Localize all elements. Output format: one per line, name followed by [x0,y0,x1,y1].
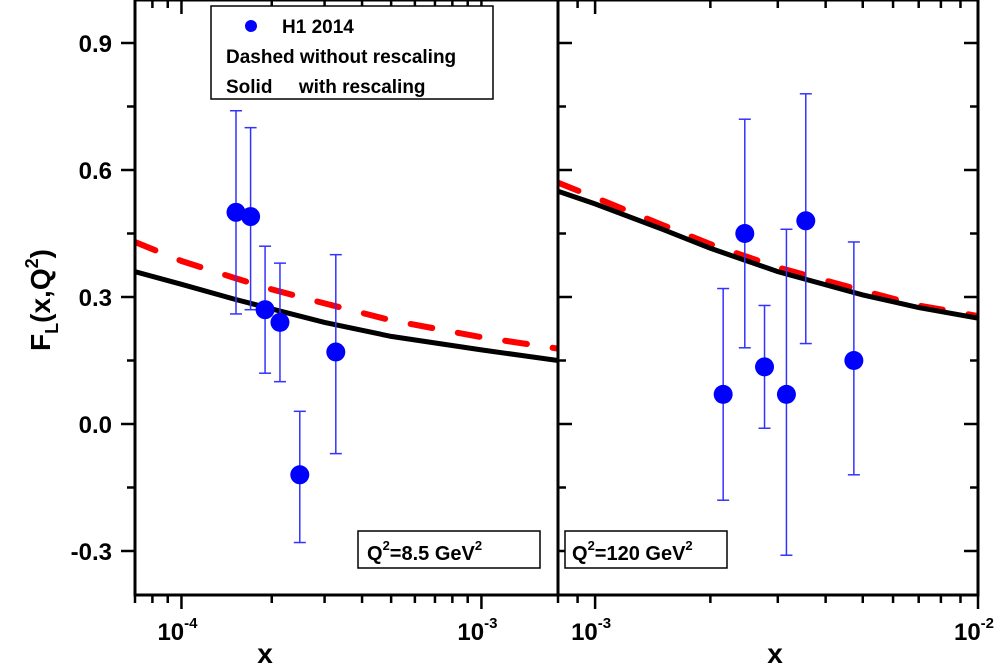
x-tick-label-base: 10 [157,619,184,646]
marker [755,357,775,377]
marker [735,224,755,243]
annotation-left-sup1: 2 [383,538,390,553]
marker [713,384,733,404]
x-tick-label-exp: -4 [184,615,198,632]
y-axis-title-base: F [25,334,56,351]
annotation-right-sup2: 2 [685,538,692,553]
x-tick-label-right: 10-3 [571,615,611,646]
data-point-left [290,410,310,544]
legend: H1 2014 Dashed without rescaling Solid w… [210,5,494,100]
y-tick-label: -0.3 [71,539,112,566]
y-tick-label: 0.0 [79,412,112,439]
y-tick-label: 0.9 [79,31,112,58]
data-point-right [755,304,775,429]
panel-frame-right [556,0,980,597]
points-layer [226,93,864,556]
legend-entry-solid: Solid with rescaling [226,77,426,98]
annotation-right: Q2=120 GeV2 [564,530,728,569]
annotation-right-base: Q [572,543,588,565]
data-point-left [255,245,275,374]
y-axis-title-sub: L [42,323,62,334]
legend-box [210,5,494,100]
y-axis-title-close: ) [25,249,56,258]
data-point-right [735,118,755,349]
x-tick-label-exp: -2 [981,615,994,632]
legend-entry-h1: H1 2014 [282,17,354,38]
y-tick-label: 0.3 [79,285,112,312]
annotation-left-sup2: 2 [475,538,482,553]
marker [226,202,246,222]
dashed-curve-right [558,179,978,319]
data-point-right [713,287,733,501]
marker [326,342,346,362]
y-axis-title: FL(x,Q2) [22,249,62,351]
annotation-right-text: Q2=120 GeV2 [572,538,693,565]
svg-text:FL(x,Q2): FL(x,Q2) [22,249,62,351]
annotation-right-box [564,530,728,569]
y-axis-title-sup: 2 [22,258,42,268]
data-point-right [844,241,864,476]
legend-entry-dashed: Dashed without rescaling [226,47,456,68]
data-point-right [776,228,796,556]
x-tick-label-right: 10-2 [954,615,994,646]
annotation-left-base: Q [367,543,383,565]
axes-layer: 10-4 10-3 10-3 10-20.90.60.30.0-0.3 [71,0,994,646]
x-tick-label-left: 10-3 [457,615,497,646]
x-axis-title-left: x [257,638,273,669]
marker [241,207,261,227]
marker [844,351,864,370]
x-tick-label-left: 10-4 [157,615,198,646]
x-tick-label-base: 10 [571,619,598,646]
annotation-left: Q2=8.5 GeV2 [357,530,541,569]
annotation-right-mid: =120 GeV [595,543,686,565]
x-tick-label-base: 10 [457,619,484,646]
data-point-left [241,126,261,311]
data-point-left [270,262,290,383]
marker [270,312,290,332]
solid-curve-left [135,269,558,363]
annotation-left-mid: =8.5 GeV [390,543,476,565]
data-point-left [326,253,346,455]
annotation-left-text: Q2=8.5 GeV2 [367,538,482,565]
marker [776,384,796,404]
x-tick-label-exp: -3 [598,615,611,632]
marker [796,211,816,231]
x-tick-label-exp: -3 [484,615,497,632]
marker [290,465,310,485]
annotation-right-sup1: 2 [588,538,595,553]
legend-marker-h1 [245,20,257,32]
x-tick-label-base: 10 [954,619,981,646]
y-tick-label: 0.6 [79,158,112,185]
x-axis-title-right: x [767,638,783,669]
dashed-curve-left [135,239,558,352]
y-axis-title-rest: (x,Q [25,268,56,322]
annotation-left-box [357,530,541,569]
marker [255,300,275,320]
data-point-left [226,109,246,315]
data-point-right [796,93,816,345]
